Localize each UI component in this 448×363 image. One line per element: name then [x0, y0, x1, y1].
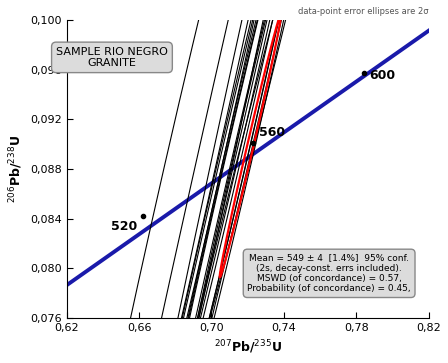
Text: 600: 600: [369, 69, 395, 82]
Text: SAMPLE RIO NEGRO
GRANITE: SAMPLE RIO NEGRO GRANITE: [56, 46, 168, 68]
Text: 520: 520: [111, 220, 137, 233]
X-axis label: $^{207}$Pb/$^{235}$U: $^{207}$Pb/$^{235}$U: [214, 338, 282, 356]
Text: 560: 560: [258, 126, 284, 139]
Text: data-point error ellipses are 2σ: data-point error ellipses are 2σ: [298, 7, 429, 16]
Y-axis label: $^{206}$Pb/$^{238}$U: $^{206}$Pb/$^{238}$U: [7, 135, 25, 203]
Text: Mean = 549 ± 4  [1.4%]  95% conf.
(2s, decay-const. errs included).
MSWD (of con: Mean = 549 ± 4 [1.4%] 95% conf. (2s, dec…: [247, 253, 411, 293]
